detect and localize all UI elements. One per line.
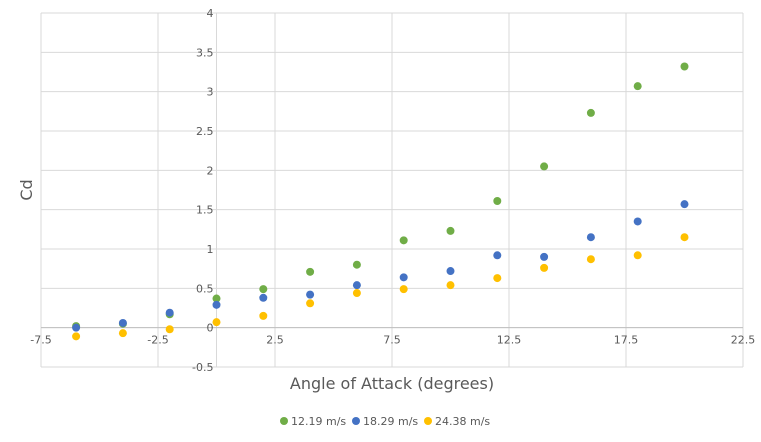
- data-point: [306, 267, 315, 276]
- y-tick-label: 1: [207, 243, 214, 256]
- data-point: [446, 226, 455, 235]
- legend-marker: [352, 417, 360, 425]
- data-points: [72, 62, 689, 341]
- data-point: [118, 329, 127, 338]
- data-point: [633, 217, 642, 226]
- data-point: [680, 233, 689, 242]
- y-tick-label: 0.5: [196, 282, 214, 295]
- y-axis-label: Cd: [17, 179, 36, 200]
- data-point: [399, 236, 408, 245]
- data-point: [586, 255, 595, 264]
- data-point: [259, 293, 268, 302]
- data-point: [493, 197, 502, 206]
- y-tick-label: 2: [207, 164, 214, 177]
- data-point: [446, 281, 455, 290]
- x-tick-label: 7.5: [383, 334, 401, 347]
- data-point: [540, 263, 549, 272]
- x-tick-label: -2.5: [147, 334, 168, 347]
- data-point: [399, 273, 408, 282]
- data-point: [680, 62, 689, 71]
- data-point: [586, 108, 595, 117]
- legend-label: 24.38 m/s: [435, 415, 490, 428]
- data-point: [212, 318, 221, 327]
- data-point: [586, 233, 595, 242]
- y-tick-label: 1.5: [196, 204, 214, 217]
- legend-label: 18.29 m/s: [363, 415, 418, 428]
- data-point: [633, 82, 642, 91]
- y-tick-label: 0: [207, 322, 214, 335]
- data-point: [680, 200, 689, 209]
- data-point: [352, 289, 361, 298]
- data-point: [399, 285, 408, 294]
- y-tick-label: 2.5: [196, 125, 214, 138]
- data-point: [540, 252, 549, 261]
- data-point: [72, 332, 81, 341]
- data-point: [165, 325, 174, 334]
- data-point: [212, 300, 221, 309]
- data-point: [493, 251, 502, 260]
- y-tick-label: -0.5: [192, 361, 213, 374]
- data-point: [352, 260, 361, 269]
- data-point: [118, 318, 127, 327]
- data-point: [165, 308, 174, 317]
- gridlines: [40, 12, 744, 368]
- data-point: [633, 251, 642, 260]
- data-point: [540, 162, 549, 171]
- data-point: [306, 290, 315, 299]
- x-tick-label: -7.5: [30, 334, 51, 347]
- x-axis-label: Angle of Attack (degrees): [290, 374, 494, 393]
- x-tick-label: 12.5: [497, 334, 522, 347]
- x-tick-label: 22.5: [731, 334, 756, 347]
- data-point: [306, 299, 315, 308]
- data-point: [212, 294, 221, 303]
- data-point: [352, 281, 361, 290]
- data-point: [72, 323, 81, 332]
- legend-marker: [424, 417, 432, 425]
- x-tick-label: 2.5: [266, 334, 284, 347]
- y-tick-label: 3: [207, 86, 214, 99]
- legend-label: 12.19 m/s: [291, 415, 346, 428]
- tick-labels: -0.500.511.522.533.54-7.5 -2.5 2.5 7.5 12.5 1…: [30, 7, 755, 374]
- legend-marker: [280, 417, 288, 425]
- x-tick-label: 17.5: [614, 334, 639, 347]
- legend: 12.19 m/s 18.29 m/s 24.38 m/s: [280, 415, 490, 428]
- data-point: [446, 267, 455, 276]
- data-point: [493, 274, 502, 283]
- data-point: [259, 311, 268, 320]
- y-tick-label: 3.5: [196, 46, 214, 59]
- y-tick-label: 4: [207, 7, 214, 20]
- data-point: [259, 285, 268, 294]
